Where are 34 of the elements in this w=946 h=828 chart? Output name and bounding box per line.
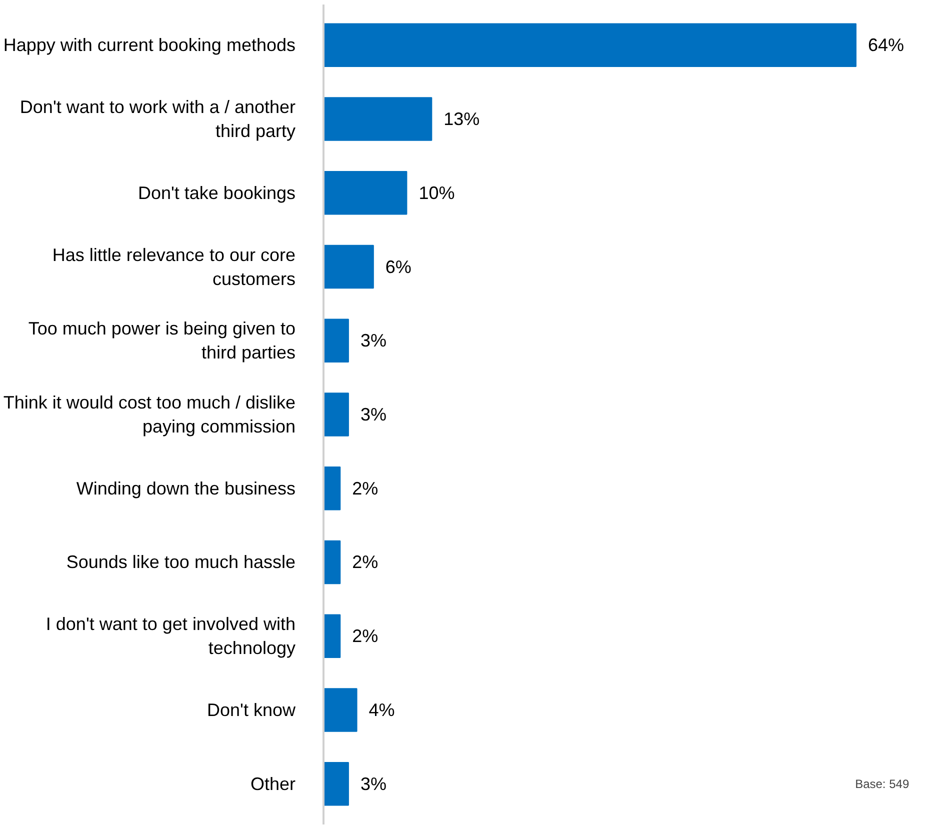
- bar: [324, 318, 349, 363]
- data-label: 2%: [352, 478, 378, 498]
- bar: [324, 97, 432, 141]
- data-label: 3%: [360, 404, 386, 424]
- data-label: 2%: [352, 552, 378, 572]
- y-tick-label: Winding down the business: [76, 478, 296, 498]
- bar: [324, 614, 341, 658]
- bar: [324, 244, 374, 289]
- data-label: 3%: [360, 774, 386, 794]
- y-tick-label: Don't take bookings: [138, 182, 296, 203]
- y-tick-label: I don't want to get involved with technology: [46, 614, 296, 658]
- annotation: Base: 549: [855, 776, 910, 791]
- data-label: 13%: [444, 109, 480, 130]
- data-label: 3%: [360, 330, 386, 351]
- data-label: 2%: [352, 626, 378, 646]
- y-tick-label: Has little relevance to our core customers: [52, 244, 296, 289]
- bar: [324, 688, 358, 732]
- data-label: 6%: [385, 256, 412, 277]
- y-tick-label: Other: [250, 774, 296, 794]
- bar: [324, 466, 341, 510]
- bar: [324, 23, 856, 68]
- bar: [324, 762, 349, 806]
- bar: [324, 170, 408, 215]
- data-label: 4%: [368, 700, 395, 720]
- y-tick-label: Too much power is being given to third parties: [28, 318, 296, 363]
- y-tick-label: Happy with current booking methods: [3, 35, 296, 56]
- data-label: 64%: [868, 35, 904, 56]
- y-tick-label: Don't want to work with a / another third party: [20, 97, 296, 142]
- bar: [324, 392, 349, 436]
- data-label: 10%: [418, 182, 455, 203]
- y-tick-label: Think it would cost too much / dislike paying commission: [3, 392, 296, 436]
- bar: [324, 540, 341, 584]
- y-tick-label: Don't know: [207, 700, 296, 720]
- y-tick-label: Sounds like too much hassle: [66, 552, 296, 572]
